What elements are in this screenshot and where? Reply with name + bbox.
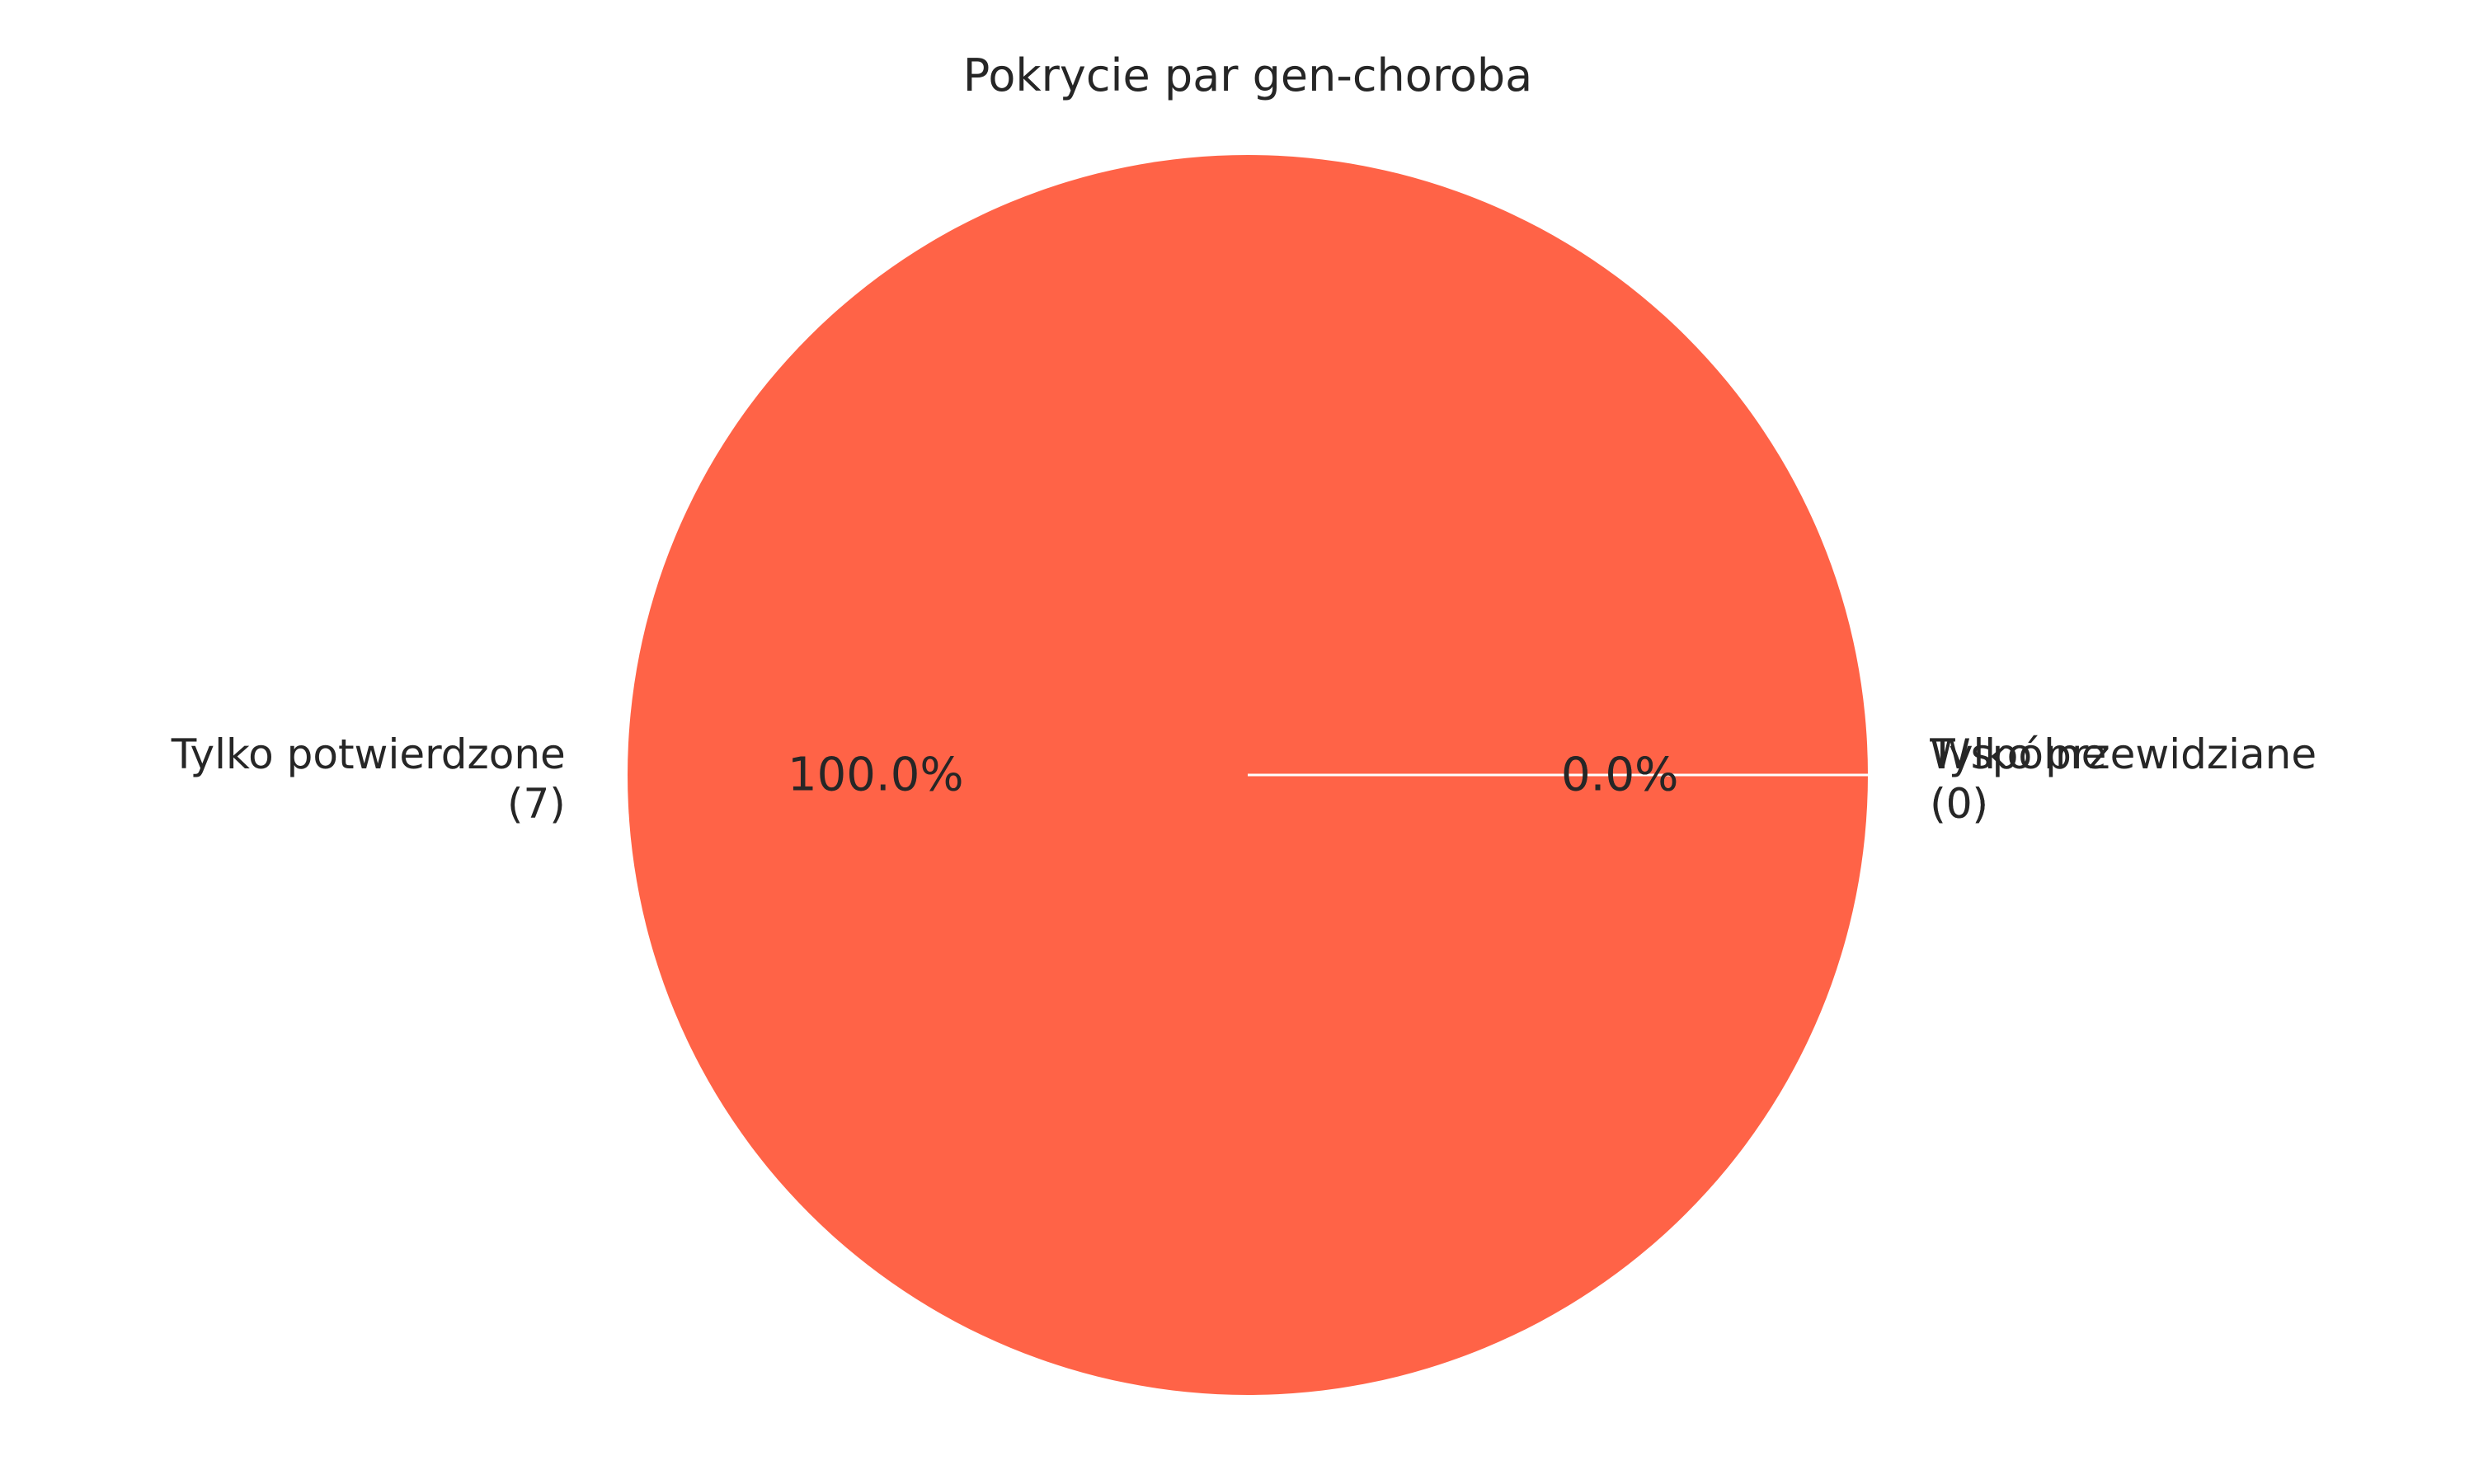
pie-slices <box>628 155 1868 1395</box>
chart-title: Pokrycie par gen-choroba <box>963 49 1533 101</box>
pie-category-name: Wspólne <box>1930 730 2106 778</box>
pie-category-count: (0) <box>1930 780 1988 828</box>
pie-category-name: Tylko przewidziane <box>1929 730 2316 778</box>
pie-category-count: (0) <box>1930 780 1988 828</box>
pie-labels: 100.0% Tylko potwierdzone (7) 0.0% Wspólne (0… <box>171 730 2316 828</box>
pie-category-label-wsp-lne: Wspólne (0) <box>1930 730 2106 828</box>
pie-pct-label-tylko-przewidziane: 0.0% <box>1561 749 1678 802</box>
pie-pct-label-wsp-lne: 0.0% <box>1561 749 1678 802</box>
pie-pct-label-tylko-potwierdzone: 100.0% <box>788 749 964 802</box>
pie-category-label-tylko-przewidziane: Tylko przewidziane (0) <box>1929 730 2316 828</box>
pie-category-count: (7) <box>507 780 566 828</box>
pie-category-name: Tylko potwierdzone <box>171 730 566 778</box>
pie-category-label-tylko-potwierdzone: Tylko potwierdzone (7) <box>171 730 566 828</box>
